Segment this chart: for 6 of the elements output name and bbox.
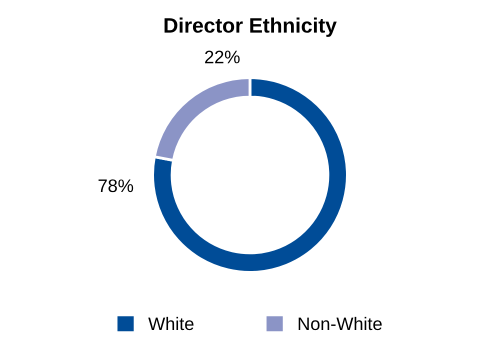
legend-label: White [148,316,194,330]
data-label: 22% [205,50,240,64]
legend-label: Non-White [298,316,382,330]
donut-slice [151,76,349,274]
chart-title: Director Ethnicity [164,18,337,37]
data-label: 78% [98,179,134,192]
